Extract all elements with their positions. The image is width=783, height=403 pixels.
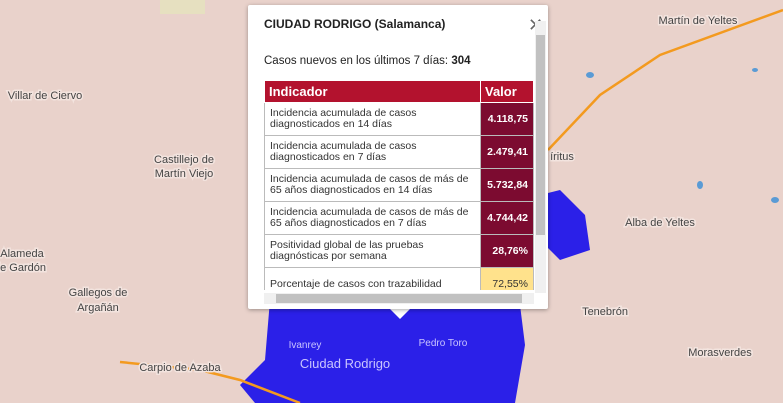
value-cell: 4.118,75: [480, 102, 534, 136]
cases-label: Casos nuevos en los últimos 7 días:: [264, 55, 449, 67]
table-row: Porcentaje de casos con trazabilidad 72,5…: [264, 267, 534, 290]
place-label: Martín de Yeltes: [659, 15, 738, 27]
popup-title: CIUDAD RODRIGO (Salamanca): [264, 17, 446, 31]
road: [119, 360, 301, 403]
table-row: Incidencia acumulada de casos de más de …: [264, 168, 534, 202]
place-label: Argañán: [77, 302, 119, 314]
table-scroll[interactable]: Indicador Valor Incidencia acumulada de ca…: [264, 80, 534, 290]
vertical-scrollbar[interactable]: [535, 21, 546, 293]
water: [586, 68, 779, 203]
indicator-cell: Incidencia acumulada de casos de más de …: [264, 201, 481, 235]
place-label: Carpio de Azaba: [139, 362, 221, 374]
place-label: Alba de Yeltes: [625, 217, 695, 229]
indicator-table: Indicador Valor Incidencia acumulada de ca…: [264, 80, 534, 290]
table-row: Incidencia acumulada de casos de más de …: [264, 201, 534, 235]
place-label: Castillejo de: [154, 154, 214, 166]
horizontal-scrollbar[interactable]: [264, 293, 534, 304]
header-cell: Valor: [480, 80, 534, 103]
region: [240, 300, 525, 403]
place-label: Morasverdes: [688, 347, 752, 359]
value-cell: 5.732,84: [480, 168, 534, 202]
popup: CIUDAD RODRIGO (Salamanca) ✕ Casos nuevo…: [248, 5, 548, 309]
indicator-cell: Incidencia acumulada de casos diagnostic…: [264, 102, 481, 136]
place-label: Gallegos de: [69, 287, 128, 299]
place-label: íritus: [550, 151, 574, 163]
indicator-cell: Porcentaje de casos con trazabilidad: [264, 267, 481, 290]
header-cell: Indicador: [264, 80, 481, 103]
table-row: Incidencia acumulada de casos diagnostic…: [264, 102, 534, 136]
popup-pointer: [388, 307, 412, 319]
cases-value: 304: [451, 55, 471, 67]
table-row: Incidencia acumulada de casos diagnostic…: [264, 135, 534, 169]
place-label: de Gardón: [0, 262, 46, 274]
place-label: Ciudad Rodrigo: [300, 356, 390, 371]
place-label: Tenebrón: [582, 306, 628, 318]
value-cell: 28,76%: [480, 234, 534, 268]
table-row: Positividad global de las pruebas diagnó…: [264, 234, 534, 268]
road: [547, 8, 783, 151]
place-label: Martín Viejo: [155, 168, 214, 180]
indicator-cell: Incidencia acumulada de casos diagnostic…: [264, 135, 481, 169]
place-label: Ivanrey: [289, 340, 322, 351]
place-label: Pedro Toro: [419, 338, 468, 349]
area: [160, 0, 205, 14]
value-cell: 72,55%: [480, 267, 534, 290]
value-cell: 2.479,41: [480, 135, 534, 169]
indicator-cell: Positividad global de las pruebas diagnó…: [264, 234, 481, 268]
cases-line: Casos nuevos en los últimos 7 días: 304: [264, 55, 471, 67]
place-label: Villar de Ciervo: [8, 90, 82, 102]
indicator-cell: Incidencia acumulada de casos de más de …: [264, 168, 481, 202]
value-cell: 4.744,42: [480, 201, 534, 235]
place-label: Alameda: [0, 248, 44, 260]
